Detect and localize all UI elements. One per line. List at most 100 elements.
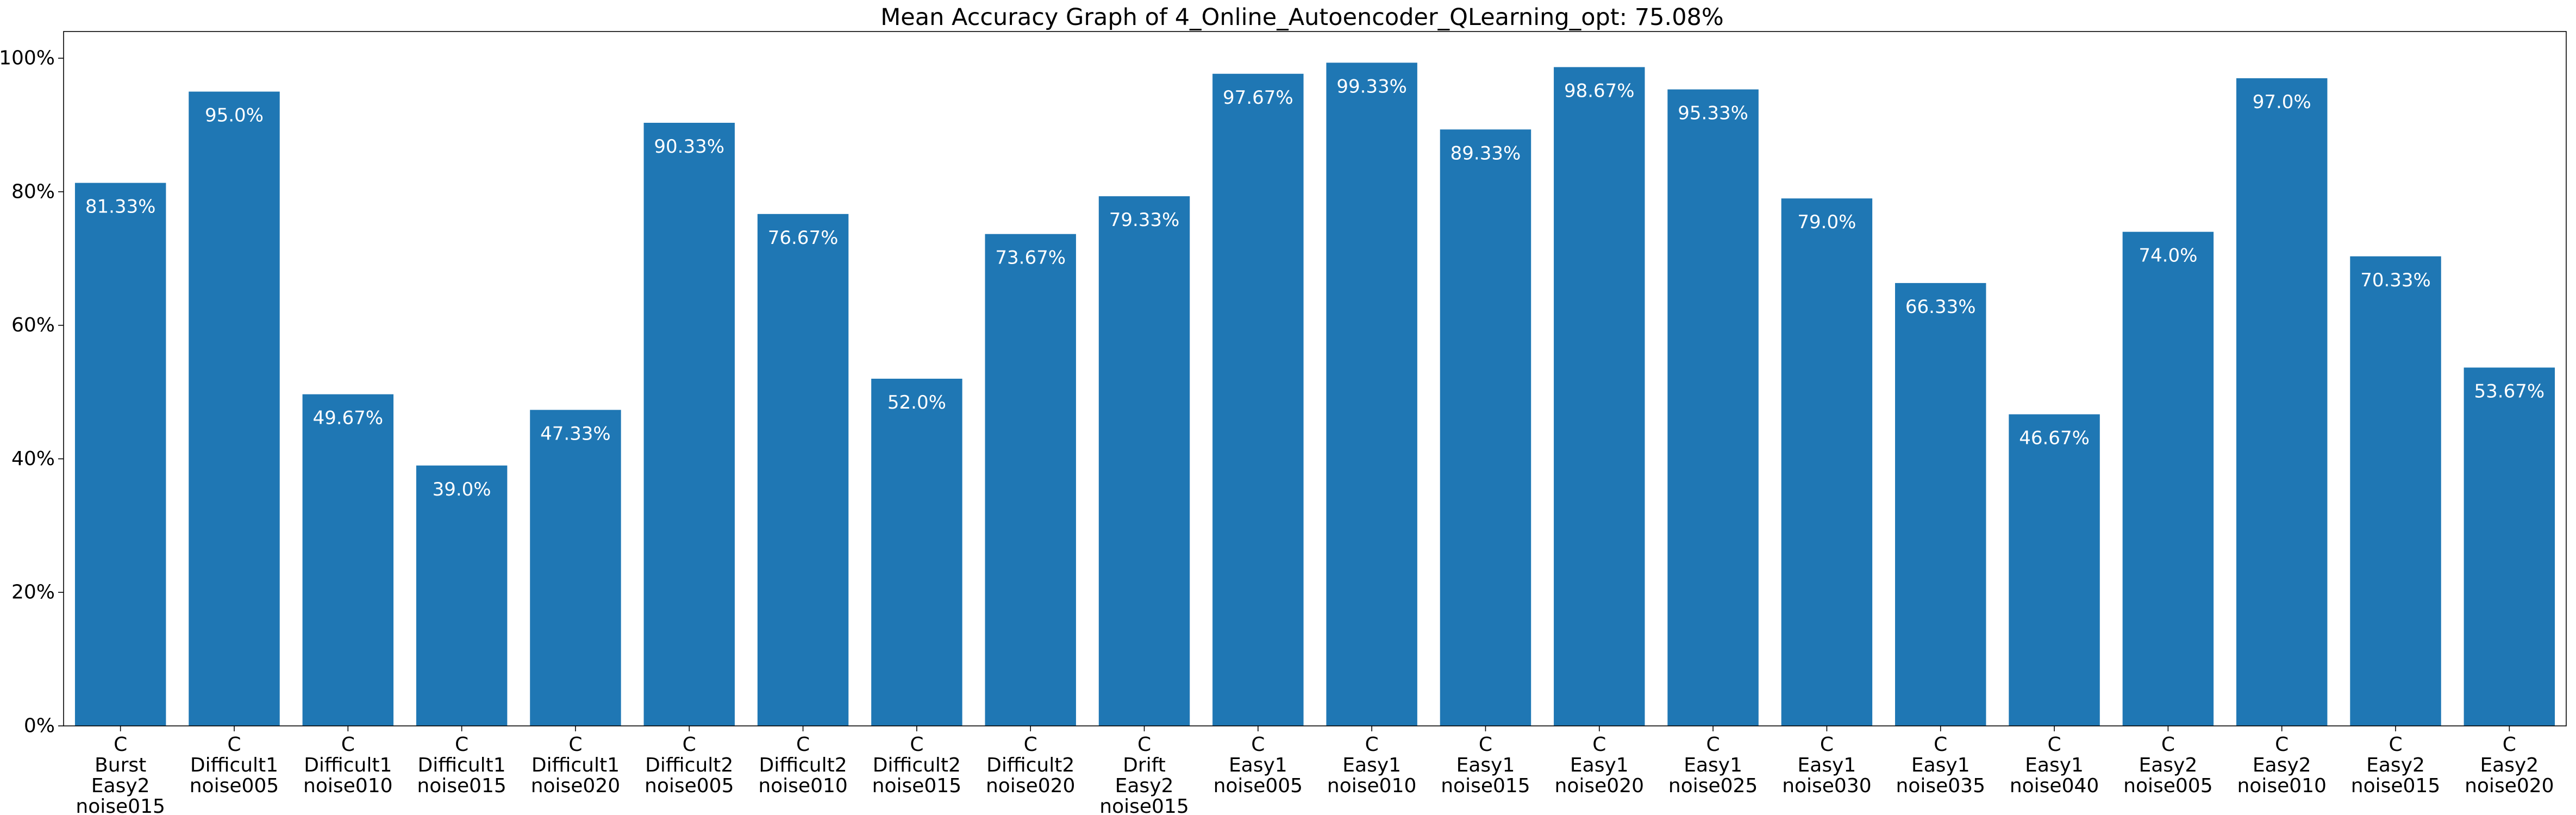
bar-value-label: 97.67% bbox=[1223, 87, 1293, 109]
y-tick-label: 40% bbox=[11, 448, 55, 470]
bar bbox=[416, 465, 508, 726]
bar bbox=[530, 410, 621, 726]
x-tick-label: Easy2 bbox=[2366, 754, 2425, 776]
bar bbox=[2236, 78, 2328, 726]
x-tick-label: Difficult2 bbox=[873, 754, 961, 776]
x-tick-label: Easy1 bbox=[1911, 754, 1970, 776]
bar bbox=[1781, 198, 1873, 726]
y-tick-label: 80% bbox=[11, 180, 55, 203]
x-tick-label: noise005 bbox=[190, 775, 279, 797]
x-tick-label: Difficult1 bbox=[304, 754, 392, 776]
bar-value-label: 79.0% bbox=[1797, 211, 1856, 233]
x-tick-label: Burst bbox=[95, 754, 146, 776]
x-tick-label: Easy1 bbox=[1684, 754, 1742, 776]
chart-title: Mean Accuracy Graph of 4_Online_Autoenco… bbox=[880, 4, 1724, 31]
x-tick-label: noise015 bbox=[1099, 795, 1189, 815]
x-tick-label: C bbox=[341, 734, 355, 756]
y-tick-label: 100% bbox=[0, 47, 55, 70]
x-tick-label: Difficult1 bbox=[190, 754, 278, 776]
x-tick-label: C bbox=[455, 734, 468, 756]
bar-value-label: 73.67% bbox=[995, 247, 1066, 269]
bar bbox=[1554, 67, 1645, 726]
x-tick-label: noise010 bbox=[1327, 775, 1416, 797]
bar-value-label: 52.0% bbox=[887, 392, 946, 413]
x-tick-label: C bbox=[2047, 734, 2061, 756]
x-tick-label: Difficult2 bbox=[759, 754, 847, 776]
bar bbox=[189, 91, 280, 726]
bar bbox=[1098, 196, 1190, 726]
x-tick-label: C bbox=[1251, 734, 1265, 756]
y-tick-label: 60% bbox=[11, 314, 55, 336]
bar bbox=[302, 394, 394, 726]
x-tick-label: C bbox=[1024, 734, 1037, 756]
bar bbox=[1895, 283, 1986, 726]
x-tick-label: noise015 bbox=[76, 795, 165, 815]
x-tick-label: C bbox=[114, 734, 127, 756]
bar-value-label: 89.33% bbox=[1450, 142, 1521, 164]
y-tick-label: 20% bbox=[11, 581, 55, 604]
x-tick-label: C bbox=[2161, 734, 2175, 756]
x-tick-label: Difficult1 bbox=[418, 754, 506, 776]
x-tick-label: C bbox=[1479, 734, 1492, 756]
x-tick-label: C bbox=[2389, 734, 2402, 756]
x-tick-label: noise020 bbox=[1555, 775, 1644, 797]
bar-value-label: 74.0% bbox=[2139, 245, 2197, 267]
x-tick-label: Easy1 bbox=[1456, 754, 1515, 776]
x-tick-label: noise015 bbox=[2351, 775, 2440, 797]
x-tick-label: Easy2 bbox=[2139, 754, 2197, 776]
x-tick-label: noise005 bbox=[645, 775, 734, 797]
x-tick-label: noise010 bbox=[303, 775, 392, 797]
x-tick-label: noise005 bbox=[2123, 775, 2212, 797]
x-tick-label: C bbox=[1934, 734, 1947, 756]
bar-value-label: 95.33% bbox=[1678, 103, 1748, 124]
x-tick-label: Easy2 bbox=[2480, 754, 2539, 776]
bar-value-label: 98.67% bbox=[1564, 80, 1635, 102]
bar bbox=[643, 122, 735, 726]
x-tick-label: C bbox=[683, 734, 696, 756]
x-tick-label: noise020 bbox=[531, 775, 620, 797]
bar bbox=[1326, 62, 1417, 726]
x-tick-label: noise030 bbox=[1782, 775, 1871, 797]
x-tick-label: noise020 bbox=[2465, 775, 2554, 797]
y-tick-label: 0% bbox=[24, 715, 55, 737]
x-tick-label: Difficult1 bbox=[532, 754, 620, 776]
x-tick-label: Easy1 bbox=[2025, 754, 2084, 776]
bar bbox=[1212, 73, 1304, 726]
bar bbox=[871, 379, 962, 726]
x-tick-label: Easy1 bbox=[1342, 754, 1401, 776]
bars: 81.33% 95.0% 49.67% 39.0% 47.33% 90.33% 76.67%… bbox=[74, 62, 2555, 726]
x-tick-label: Difficult2 bbox=[986, 754, 1074, 776]
x-tick-label: C bbox=[796, 734, 810, 756]
x-tick-label: C bbox=[568, 734, 582, 756]
bar bbox=[985, 234, 1076, 726]
x-tick-label: noise010 bbox=[2237, 775, 2326, 797]
x-tick-label: noise010 bbox=[758, 775, 847, 797]
x-tick-label: noise015 bbox=[872, 775, 961, 797]
bar bbox=[2122, 231, 2214, 726]
x-tick-label: Drift bbox=[1123, 754, 1166, 776]
x-tick-label: C bbox=[1137, 734, 1151, 756]
x-tick-label: C bbox=[2275, 734, 2289, 756]
bar-value-label: 66.33% bbox=[1905, 296, 1976, 318]
x-tick-label: noise015 bbox=[1441, 775, 1530, 797]
y-axis: 0% 20% 40% 60% 80% 100% bbox=[0, 47, 64, 737]
bar-value-label: 81.33% bbox=[85, 196, 156, 218]
bar bbox=[1667, 89, 1759, 726]
x-tick-label: C bbox=[1706, 734, 1720, 756]
bar-value-label: 76.67% bbox=[768, 227, 839, 249]
x-tick-label: Easy1 bbox=[1570, 754, 1629, 776]
bar-value-label: 49.67% bbox=[312, 408, 383, 429]
x-tick-label: Easy1 bbox=[1229, 754, 1287, 776]
bar bbox=[74, 183, 166, 726]
bar bbox=[1440, 129, 1531, 726]
bar-value-label: 46.67% bbox=[2019, 427, 2090, 449]
bar-value-label: 39.0% bbox=[433, 479, 491, 500]
x-tick-label: noise005 bbox=[1214, 775, 1303, 797]
bar-value-label: 97.0% bbox=[2253, 91, 2311, 113]
x-tick-label: Difficult2 bbox=[645, 754, 733, 776]
bar bbox=[2464, 367, 2555, 726]
bar-value-label: 95.0% bbox=[205, 105, 264, 127]
x-tick-label: C bbox=[227, 734, 241, 756]
x-tick-label: noise035 bbox=[1896, 775, 1985, 797]
